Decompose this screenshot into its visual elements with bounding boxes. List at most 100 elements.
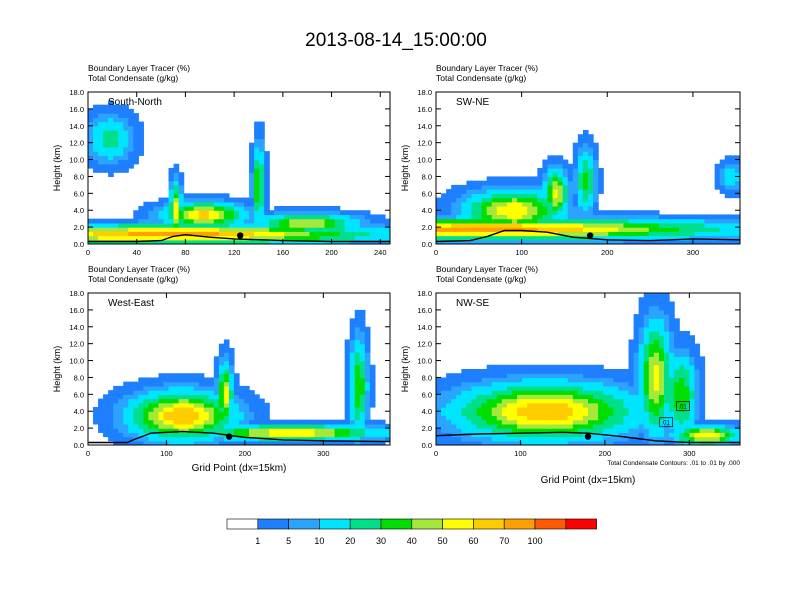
heatmap-cell — [259, 138, 265, 144]
heatmap-cell — [299, 210, 306, 216]
heatmap-cell — [344, 432, 351, 438]
heatmap-cell — [633, 407, 640, 412]
heatmap-cell — [183, 206, 190, 211]
heatmap-cell — [314, 231, 321, 237]
heatmap-cell — [638, 231, 645, 237]
heatmap-cell — [374, 214, 381, 220]
heatmap-cell — [577, 369, 584, 374]
heatmap-cell — [669, 360, 675, 366]
heatmap-cell — [638, 440, 645, 445]
heatmap-cell — [562, 440, 569, 445]
heatmap-cell — [98, 235, 104, 241]
heatmap-cell — [223, 364, 230, 370]
heatmap-cell — [133, 222, 139, 228]
heatmap-cell — [496, 197, 503, 203]
heatmap-cell — [719, 222, 726, 228]
heatmap-cell — [128, 117, 134, 123]
y-tick-label: 6.0 — [422, 390, 432, 399]
panel-subtitle-2: Total Condensate (g/kg) — [88, 274, 178, 284]
heatmap-cell — [658, 440, 665, 445]
heatmap-cell — [163, 419, 170, 425]
heatmap-cell — [138, 235, 144, 241]
colorbar-segment — [319, 518, 351, 530]
heatmap-cell — [501, 239, 508, 244]
heatmap-cell — [436, 201, 442, 207]
heatmap-cell — [527, 402, 533, 408]
heatmap-cell — [329, 227, 336, 232]
heatmap-cell — [143, 428, 149, 433]
heatmap-cell — [178, 377, 185, 383]
heatmap-cell — [264, 423, 270, 429]
heatmap-cell — [299, 436, 306, 442]
heatmap-cell — [118, 146, 124, 152]
heatmap-cell — [476, 415, 483, 421]
heatmap-cell — [113, 113, 119, 118]
heatmap-cell — [314, 227, 321, 232]
heatmap-cell — [113, 394, 119, 400]
heatmap-cell — [496, 385, 503, 391]
heatmap-cell — [593, 398, 599, 404]
heatmap-cell — [476, 239, 483, 244]
heatmap-cell — [694, 218, 701, 224]
heatmap-cell — [562, 364, 569, 370]
heatmap-cell — [223, 214, 230, 220]
heatmap-cell — [123, 146, 129, 152]
heatmap-cell — [517, 235, 523, 241]
heatmap-cell — [679, 343, 685, 349]
heatmap-cell — [279, 432, 285, 438]
heatmap-cell — [364, 360, 371, 366]
heatmap-cell — [349, 385, 356, 391]
heatmap-cell — [532, 364, 538, 370]
heatmap-cell — [103, 138, 109, 144]
heatmap-cell — [648, 214, 655, 220]
heatmap-cell — [188, 394, 195, 400]
heatmap-cell — [537, 364, 543, 370]
heatmap-cell — [359, 210, 366, 216]
heatmap-cell — [249, 197, 255, 203]
heatmap-cell — [118, 155, 124, 161]
heatmap-cell — [364, 347, 371, 353]
heatmap-cell — [344, 394, 351, 400]
heatmap-cell — [108, 121, 114, 127]
heatmap-cell — [542, 163, 549, 169]
heatmap-cell — [304, 428, 311, 433]
heatmap-cell — [314, 222, 321, 228]
heatmap-cell — [643, 231, 650, 237]
heatmap-cell — [684, 364, 690, 370]
heatmap-cell — [309, 432, 316, 438]
heatmap-cell — [679, 218, 685, 224]
heatmap-cell — [379, 432, 386, 438]
heatmap-cell — [158, 210, 165, 216]
heatmap-cell — [249, 235, 255, 241]
heatmap-cell — [364, 415, 371, 421]
heatmap-cell — [648, 373, 655, 379]
y-tick-label: 0.0 — [74, 441, 84, 450]
heatmap-cell — [466, 390, 473, 395]
heatmap-cell — [593, 419, 599, 425]
heatmap-cell — [669, 318, 675, 324]
heatmap-cell — [193, 385, 200, 391]
heatmap-cell — [608, 390, 614, 395]
heatmap-cell — [349, 390, 356, 395]
heatmap-cell — [254, 227, 260, 232]
heatmap-cell — [153, 390, 160, 395]
heatmap-cell — [344, 415, 351, 421]
heatmap-cell — [198, 436, 205, 442]
heatmap-cell — [228, 352, 235, 357]
heatmap-cell — [537, 407, 543, 412]
heatmap-cell — [163, 423, 170, 429]
heatmap-cell — [724, 193, 731, 199]
heatmap-cell — [694, 428, 701, 433]
heatmap-cell — [658, 390, 665, 395]
heatmap-cell — [223, 347, 230, 353]
heatmap-cell — [446, 193, 452, 199]
heatmap-cell — [349, 347, 356, 353]
heatmap-cell — [183, 432, 190, 438]
heatmap-cell — [664, 402, 670, 408]
heatmap-cell — [451, 197, 457, 203]
heatmap-cell — [633, 394, 640, 400]
heatmap-cell — [158, 381, 165, 387]
heatmap-cell — [491, 184, 498, 190]
heatmap-cell — [734, 239, 740, 244]
heatmap-cell — [588, 415, 594, 421]
